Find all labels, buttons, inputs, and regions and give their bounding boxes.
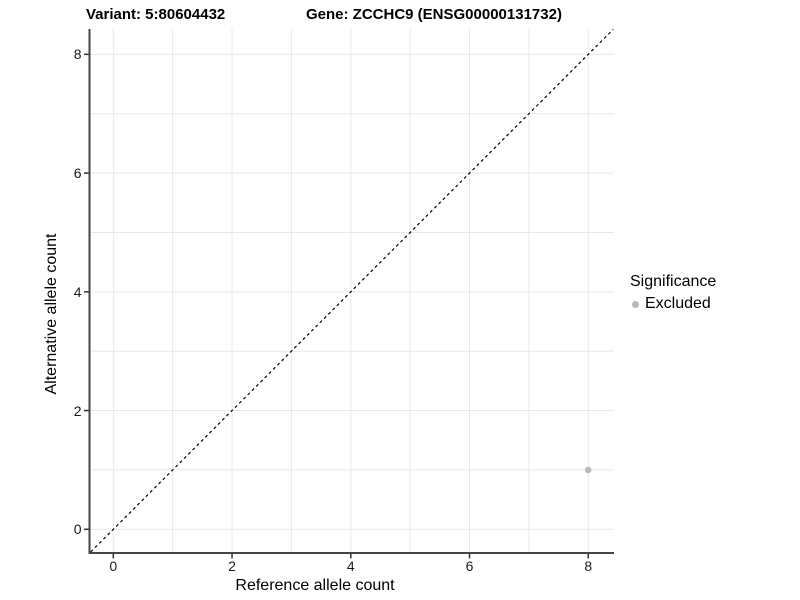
y-tick-label: 4: [73, 283, 82, 300]
plot-title-variant: Variant: 5:80604432: [86, 6, 226, 23]
legend-title: Significance: [630, 273, 717, 290]
x-tick-label: 2: [228, 558, 236, 574]
legend-entry: Excluded: [630, 295, 716, 313]
x-tick-label: 4: [346, 558, 355, 574]
y-tick-label: 8: [73, 46, 82, 63]
plot-title-gene: Gene: ZCCHC9 (ENSG00000131732): [306, 6, 562, 23]
legend-point-swatch: [632, 300, 639, 308]
x-axis-title: Reference allele count: [235, 577, 395, 594]
y-axis-title: Alternative allele count: [43, 233, 60, 395]
x-tick-label: 6: [465, 558, 474, 574]
legend-entry-label: Excluded: [645, 295, 711, 312]
legend: Significance Excluded: [630, 273, 716, 313]
y-tick-label: 6: [73, 165, 82, 182]
y-tick-label: 0: [73, 521, 82, 538]
y-tick-label: 2: [73, 402, 82, 419]
x-tick-label: 8: [584, 558, 593, 574]
identity-line: [90, 28, 614, 553]
data-point: [585, 466, 592, 474]
x-tick-label: 0: [109, 558, 118, 574]
